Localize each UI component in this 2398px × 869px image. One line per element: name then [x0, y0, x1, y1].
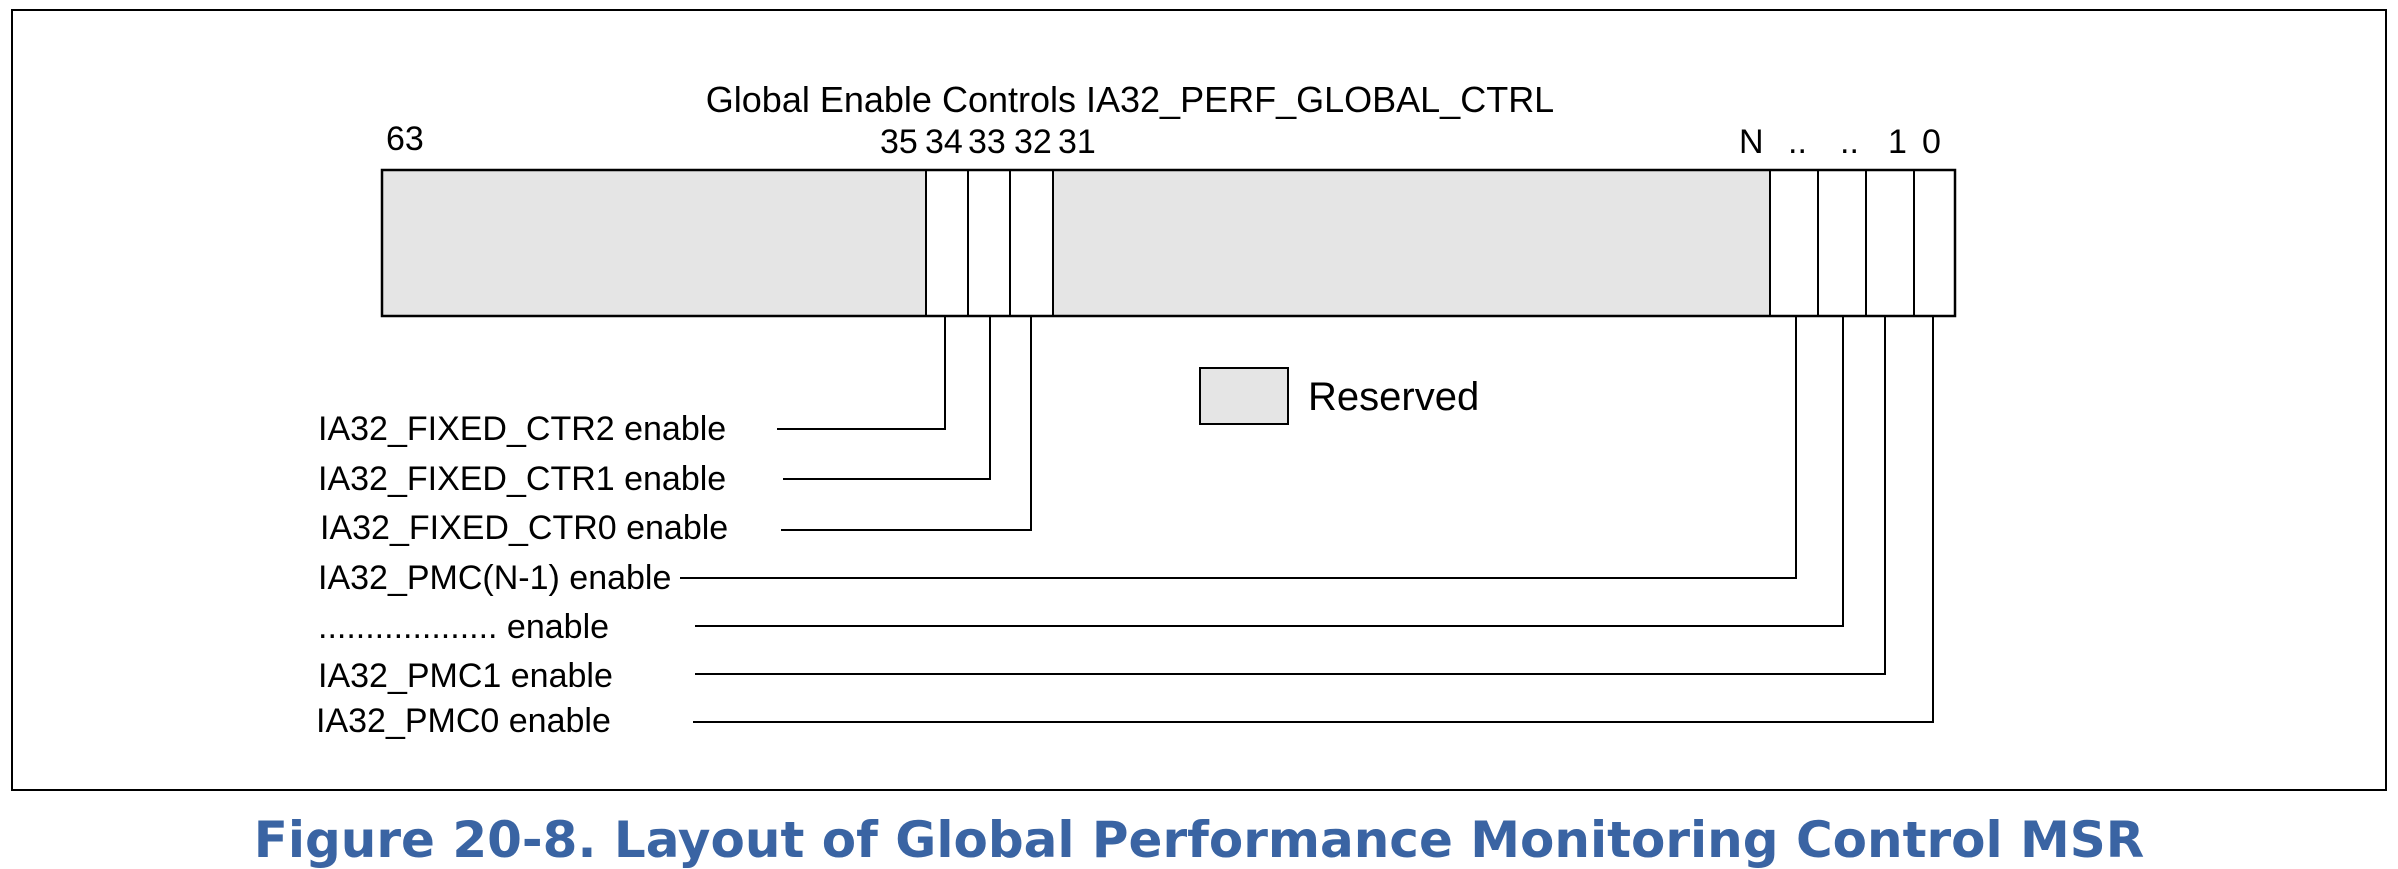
reserved-field-63-35: [382, 170, 926, 316]
register-bar: [380, 168, 1957, 318]
field-label-fixed-ctr1: IA32_FIXED_CTR1 enable: [318, 460, 726, 498]
figure-caption: Figure 20-8. Layout of Global Performanc…: [254, 811, 2145, 869]
bit-label-33: 33: [968, 123, 1006, 161]
register-title: Global Enable Controls IA32_PERF_GLOBAL_…: [706, 79, 1554, 120]
field-label-fixed-ctr0: IA32_FIXED_CTR0 enable: [320, 509, 728, 547]
field-label-fixed-ctr2: IA32_FIXED_CTR2 enable: [318, 410, 726, 448]
bit-label-32: 32: [1014, 123, 1052, 161]
field-label-pmc-n-1: IA32_PMC(N-1) enable: [318, 559, 671, 597]
leader-line-pmc-n-1: [680, 316, 1797, 579]
legend-swatch-reserved: [1199, 367, 1289, 425]
register-outline: [380, 168, 1957, 318]
leader-line-pmc-dots: [695, 316, 1844, 627]
bit-label-dots-1: ..: [1788, 123, 1807, 161]
legend: Reserved: [1199, 367, 1479, 425]
bit-label-35: 35: [880, 123, 918, 161]
field-label-pmc-dots: ................... enable: [318, 608, 609, 646]
leader-line-fixed-ctr2: [777, 316, 946, 430]
bit-label-31: 31: [1058, 123, 1096, 161]
leader-line-pmc1: [695, 316, 1886, 675]
reserved-field-31-n: [1053, 170, 1770, 316]
field-label-pmc0: IA32_PMC0 enable: [316, 702, 611, 740]
field-label-pmc1: IA32_PMC1 enable: [318, 657, 613, 695]
bit-label-34: 34: [925, 123, 963, 161]
bit-label-0: 0: [1922, 123, 1941, 161]
leader-lines: [680, 316, 1934, 723]
legend-label-reserved: Reserved: [1308, 375, 1479, 419]
bit-label-dots-2: ..: [1840, 123, 1859, 161]
figure-frame: [11, 9, 2387, 791]
bit-label-1: 1: [1888, 123, 1907, 161]
bit-label-63: 63: [386, 120, 424, 158]
bit-label-n: N: [1739, 123, 1764, 161]
leader-line-fixed-ctr1: [783, 316, 991, 480]
leader-line-fixed-ctr0: [781, 316, 1032, 531]
leader-line-pmc0: [693, 316, 1934, 723]
